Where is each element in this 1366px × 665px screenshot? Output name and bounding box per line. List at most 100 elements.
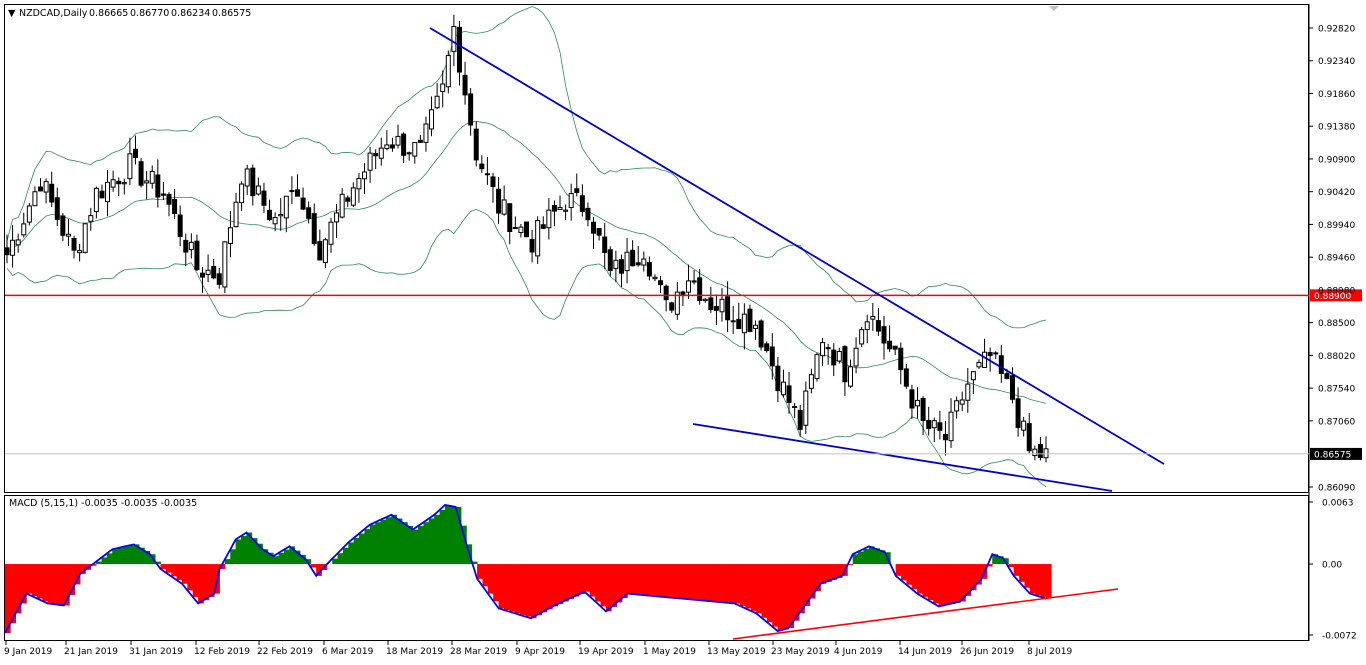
candle-body [65, 233, 71, 237]
candle-body [976, 362, 982, 368]
macd-bar [246, 532, 253, 565]
macd-bar [648, 564, 655, 596]
candle-body [417, 139, 423, 143]
date-tick-label: 31 Jan 2019 [129, 647, 183, 657]
candle-body [244, 168, 250, 187]
macd-bar [702, 564, 709, 601]
price-tick-label: 0.87060 [1318, 417, 1355, 427]
macd-bar [782, 564, 789, 630]
candle-body [389, 144, 395, 149]
lower-trendline[interactable] [692, 423, 1113, 492]
macd-bar [375, 522, 381, 565]
macd-tick-label: -0.0072 [1322, 632, 1357, 642]
candle-body [99, 190, 105, 199]
macd-bar [809, 564, 816, 599]
macd-bar [831, 564, 838, 580]
candle-body [993, 352, 999, 355]
candle-body [462, 74, 468, 96]
macd-bar [976, 564, 982, 585]
candle-body [775, 365, 781, 392]
macd-bar [235, 539, 242, 565]
macd-bar [579, 564, 585, 595]
macd-bar [359, 533, 365, 565]
chart-menu-icon[interactable]: ▼ [8, 8, 16, 19]
macd-bar [616, 564, 623, 603]
macd-bar [144, 550, 151, 565]
candle-body [708, 297, 714, 311]
date-tick-label: 19 Apr 2019 [578, 647, 634, 657]
candle-body [518, 226, 524, 233]
macd-bar [4, 564, 11, 634]
price-panel-frame [4, 4, 1309, 493]
current-price-label: 0.86575 [1314, 450, 1351, 460]
macd-bar [681, 564, 687, 599]
candle-body [970, 371, 976, 381]
macd-bar [353, 537, 360, 565]
candle-body [183, 239, 189, 253]
current-price-tag [1310, 447, 1362, 460]
candle-body [216, 273, 222, 285]
candle-body [618, 259, 624, 274]
candle-body [730, 320, 736, 323]
macd-bar [922, 564, 929, 597]
macd-bar [911, 564, 918, 590]
macd-bar [267, 552, 274, 565]
macd-bar [1040, 564, 1047, 597]
candle-body [758, 320, 764, 348]
macd-bar [477, 564, 483, 579]
macd-bar [90, 564, 97, 566]
macd-bar [444, 504, 451, 565]
candle-body [121, 182, 127, 185]
price-tick-label: 0.91380 [1318, 123, 1355, 133]
date-tick-label: 23 May 2019 [771, 647, 830, 657]
candle-body [792, 405, 798, 408]
macd-trendline[interactable] [732, 588, 1119, 640]
price-tick-label: 0.88020 [1318, 352, 1355, 362]
candle-body [747, 308, 753, 332]
candle-body [529, 239, 535, 253]
macd-label: MACD (5,15,1) -0.0035 -0.0035 -0.0035 [9, 498, 197, 509]
macd-bar [15, 564, 22, 614]
macd-bar [525, 564, 532, 617]
price-tick-label: 0.88980 [1318, 286, 1355, 296]
macd-bar [224, 559, 231, 565]
macd-bar [799, 564, 805, 614]
candle-body [920, 397, 926, 422]
candle-body [317, 241, 323, 261]
candle-body [227, 227, 233, 244]
candle-body [853, 347, 859, 367]
candle-body [546, 209, 552, 229]
scroll-marker-icon[interactable] [1049, 6, 1059, 11]
macd-bar [605, 564, 612, 612]
price-tick-label: 0.92820 [1318, 25, 1355, 35]
candle-body [451, 26, 457, 52]
candle-body [702, 298, 708, 302]
macd-bar [289, 546, 296, 565]
price-tick-label: 0.90900 [1318, 155, 1355, 165]
macd-bar [997, 556, 1004, 565]
macd-bar [369, 524, 376, 565]
candle-body [49, 183, 55, 203]
macd-bar [766, 564, 773, 623]
candle-body [110, 179, 116, 188]
macd-bar [670, 564, 677, 598]
macd-bar [391, 514, 398, 565]
upper-trendline[interactable] [429, 27, 1165, 465]
bb-lower [6, 208, 1047, 488]
candle-body [965, 383, 971, 401]
date-tick-label: 12 Feb 2019 [194, 647, 250, 657]
candle-body [814, 354, 820, 380]
candle-body [669, 302, 675, 311]
candle-body [1004, 373, 1010, 379]
candle-body [820, 342, 826, 357]
candle-body [278, 213, 284, 217]
candle-body [294, 189, 300, 197]
macd-bar [257, 543, 263, 565]
candle-body [127, 153, 133, 180]
price-tick-label: 0.92340 [1318, 57, 1355, 67]
candle-body [138, 161, 144, 186]
macd-bar [241, 535, 247, 565]
macd-bar [820, 564, 827, 584]
candle-body [21, 223, 27, 236]
